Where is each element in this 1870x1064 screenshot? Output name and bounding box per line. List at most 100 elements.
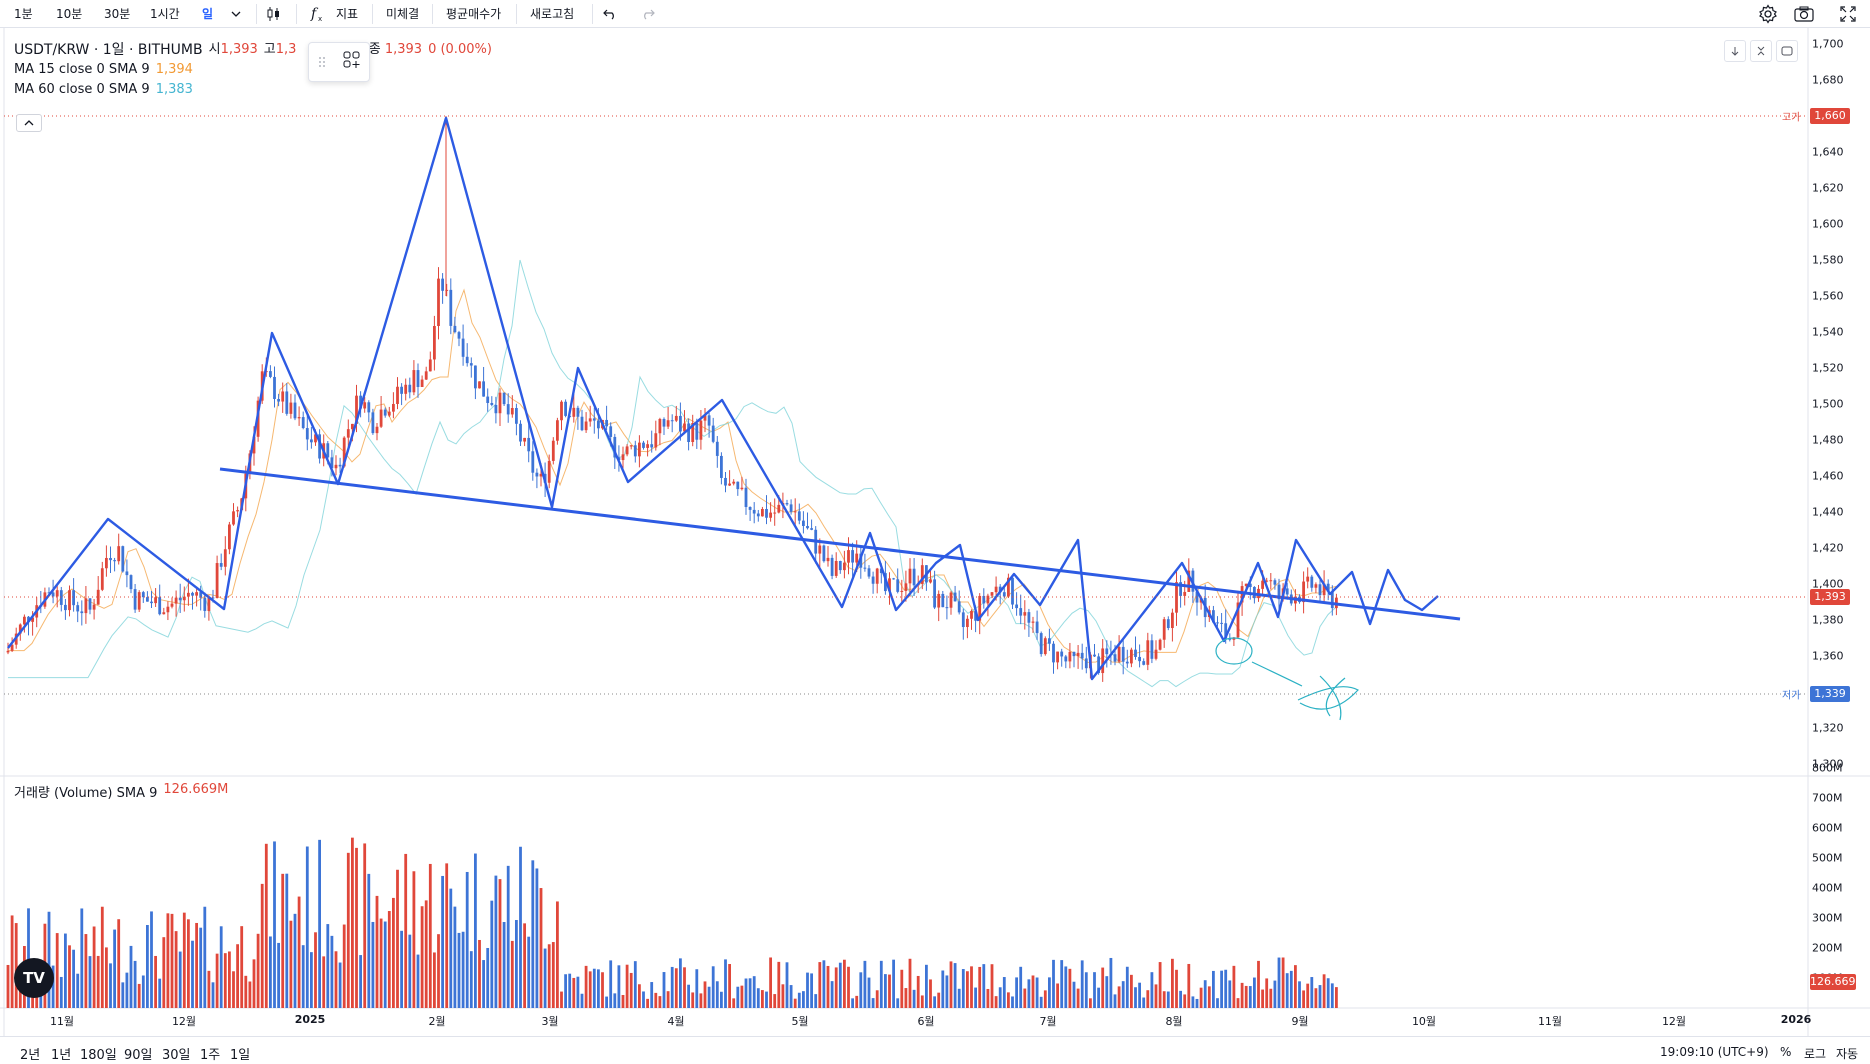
candle-body (1146, 640, 1150, 665)
drag-handle-icon[interactable] (318, 53, 326, 72)
volume-bar (404, 853, 408, 1008)
interval-day-button[interactable]: 일 (202, 7, 214, 21)
log-scale-button[interactable]: 로그 (1804, 1047, 1827, 1061)
candle-body (141, 592, 145, 598)
unfilled-orders-button[interactable]: 미체결 (386, 7, 420, 21)
range-1y-button[interactable]: 1년 (51, 1048, 72, 1063)
volume-bar (232, 971, 235, 1008)
add-object-icon[interactable] (343, 51, 361, 73)
candle-body (408, 384, 412, 393)
floating-drawing-toolbar[interactable] (308, 42, 370, 82)
volume-bar (72, 949, 75, 1008)
candle-body (978, 595, 982, 621)
volume-bar (400, 930, 403, 1008)
range-90d-button[interactable]: 90일 (124, 1048, 153, 1063)
redo-icon[interactable] (636, 3, 660, 25)
price-tick: 1,380 (1812, 613, 1844, 627)
tradingview-logo[interactable]: TV (14, 958, 54, 998)
volume-bar (1105, 976, 1109, 1008)
candle-body (711, 425, 715, 442)
range-30d-button[interactable]: 30일 (162, 1048, 191, 1063)
volume-bar (761, 990, 764, 1008)
volume-bar (68, 945, 71, 1008)
volume-bar (793, 998, 797, 1008)
range-2y-button[interactable]: 2년 (20, 1048, 41, 1063)
interval-1h-button[interactable]: 1시간 (150, 7, 180, 21)
range-180d-button[interactable]: 180일 (80, 1048, 117, 1063)
percent-scale-button[interactable]: % (1780, 1045, 1792, 1059)
candle-body (679, 415, 682, 432)
range-1d-button[interactable]: 1일 (230, 1048, 251, 1063)
price-chart[interactable] (0, 0, 1870, 1036)
volume-bar (310, 952, 313, 1008)
collapse-legend-button[interactable] (16, 114, 42, 132)
volume-bar (1146, 990, 1150, 1008)
reset-pane-icon[interactable] (1776, 40, 1798, 62)
candle-body (953, 592, 957, 602)
volume-bar (113, 929, 116, 1008)
candle-body (547, 460, 551, 483)
legend-ma15-row[interactable]: MA 15 close 0 SMA 9 1,394 (14, 60, 492, 80)
volume-legend[interactable]: 거래량 (Volume) SMA 9 126.669M (14, 782, 228, 801)
move-down-icon[interactable] (1724, 40, 1746, 62)
candle-body (855, 553, 859, 563)
volume-bar (96, 955, 100, 1008)
candle-body (867, 568, 871, 577)
volume-bar (920, 995, 924, 1008)
candle-body (80, 611, 84, 614)
settings-gear-icon[interactable] (1756, 3, 1780, 25)
volume-bar (625, 964, 629, 1008)
chevron-down-icon[interactable] (224, 3, 248, 25)
candle-body (908, 568, 912, 584)
candle-body (428, 359, 432, 372)
volume-bar (1117, 986, 1121, 1008)
fullscreen-icon[interactable] (1836, 3, 1860, 25)
volume-bar (638, 984, 641, 1008)
volume-bar (457, 932, 461, 1008)
volume-bar (576, 976, 580, 1008)
refresh-button[interactable]: 새로고침 (530, 7, 575, 21)
legend-ma60-row[interactable]: MA 60 close 0 SMA 9 1,383 (14, 80, 492, 100)
volume-bar (752, 976, 756, 1008)
price-tick: 1,500 (1812, 397, 1844, 411)
chart-actions (1724, 40, 1798, 62)
volume-bar (166, 913, 170, 1008)
candle-body (1125, 661, 1129, 664)
candlestick-icon[interactable] (262, 3, 286, 25)
candle-body (342, 437, 346, 467)
collapse-pane-icon[interactable] (1750, 40, 1772, 62)
undo-icon[interactable] (598, 3, 622, 25)
indicators-button[interactable]: 지표 (336, 7, 359, 21)
interval-10m-button[interactable]: 10분 (56, 7, 83, 21)
volume-bar (629, 972, 633, 1008)
volume-tick: 600M (1812, 821, 1843, 835)
volume-bar (1142, 997, 1146, 1008)
candle-body (933, 579, 936, 608)
candle-body (154, 597, 157, 604)
auto-scale-button[interactable]: 자동 (1836, 1047, 1859, 1061)
candle-body (584, 421, 588, 431)
avg-price-button[interactable]: 평균매수가 (446, 7, 502, 21)
candle-body (105, 557, 108, 569)
ma15-label: MA 15 close 0 SMA 9 (14, 62, 150, 77)
interval-30m-button[interactable]: 30분 (104, 7, 131, 21)
volume-bar (1212, 970, 1215, 1008)
candle-body (982, 595, 986, 604)
interval-1m-button[interactable]: 1분 (14, 7, 33, 21)
candle-body (1105, 648, 1109, 655)
symbol-title[interactable]: USDT/KRW · 1일 · BITHUMB (14, 42, 203, 58)
volume-bar (1224, 969, 1228, 1008)
volume-bar (1248, 986, 1252, 1008)
range-1w-button[interactable]: 1주 (200, 1048, 221, 1063)
candle-body (1228, 638, 1232, 640)
volume-bar (199, 927, 203, 1008)
candle-body (822, 545, 826, 562)
volume-bar (80, 908, 84, 1008)
volume-bar (84, 934, 88, 1008)
volume-bar (1294, 965, 1297, 1008)
clock-display[interactable]: 19:09:10 (UTC+9) (1660, 1045, 1769, 1059)
camera-icon[interactable] (1792, 3, 1816, 25)
volume-bar (6, 964, 10, 1008)
candle-body (539, 473, 543, 477)
